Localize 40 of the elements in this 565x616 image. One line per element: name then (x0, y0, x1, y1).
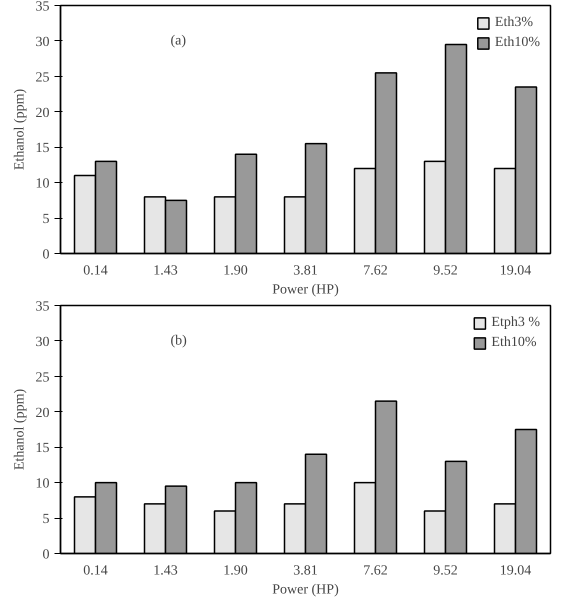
x-tick-label: 1.90 (223, 264, 248, 278)
x-tick-label: 9.52 (433, 564, 458, 578)
x-tick-label: 7.62 (363, 264, 388, 278)
y-axis-title: Ethanol (ppm) (12, 388, 28, 470)
legend-label: Eth10% (494, 35, 540, 51)
y-tick-label: 35 (36, 0, 50, 14)
y-tick-label: 35 (36, 300, 50, 314)
y-tick-label: 25 (36, 70, 50, 86)
x-tick-label: 1.43 (153, 564, 178, 578)
x-tick-label: 1.90 (223, 564, 248, 578)
annotation: (a) (170, 34, 186, 48)
x-tick-label: 1.43 (153, 264, 178, 278)
y-tick-label: 20 (36, 106, 50, 121)
legend-label: Etph3 % (491, 315, 540, 331)
y-tick-label: 25 (36, 370, 50, 386)
y-tick-label: 5 (42, 512, 50, 528)
legend-label: Eth3% (494, 15, 533, 31)
annotation: (b) (170, 334, 188, 348)
x-axis-title: Power (HP) (272, 582, 340, 598)
y-tick-label: 20 (36, 406, 50, 421)
y-tick-label: 5 (42, 212, 50, 228)
y-tick-label: 10 (36, 476, 50, 492)
x-axis-title: Power (HP) (272, 282, 340, 298)
y-axis-title: Ethanol (ppm) (12, 88, 28, 170)
y-tick-label: 0 (42, 548, 50, 562)
x-tick-label: 19.04 (500, 264, 532, 278)
x-tick-label: 3.81 (293, 264, 318, 278)
x-tick-label: 9.52 (433, 264, 458, 278)
y-tick-label: 30 (36, 34, 50, 50)
x-tick-label: 19.04 (500, 564, 532, 578)
y-tick-label: 0 (42, 248, 50, 262)
y-tick-label: 15 (36, 441, 50, 456)
y-tick-label: 15 (36, 141, 50, 156)
x-tick-label: 3.81 (293, 564, 318, 578)
legend-label: Eth10% (491, 335, 536, 351)
x-tick-label: 0.14 (83, 564, 108, 578)
y-tick-label: 10 (36, 176, 50, 192)
x-tick-label: 0.14 (83, 264, 108, 278)
y-tick-label: 30 (36, 334, 50, 350)
x-tick-label: 7.62 (363, 564, 388, 578)
